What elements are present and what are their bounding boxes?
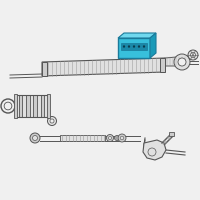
Circle shape (174, 54, 190, 70)
Circle shape (123, 46, 125, 47)
Polygon shape (14, 94, 16, 118)
Polygon shape (33, 95, 37, 117)
Polygon shape (41, 95, 44, 117)
Polygon shape (118, 38, 150, 58)
Circle shape (188, 50, 198, 60)
Polygon shape (118, 33, 156, 38)
Circle shape (50, 119, 54, 123)
Polygon shape (22, 95, 26, 117)
Circle shape (106, 134, 114, 142)
Polygon shape (30, 95, 33, 117)
Polygon shape (19, 95, 22, 117)
Circle shape (133, 46, 135, 47)
Circle shape (116, 137, 118, 139)
Circle shape (32, 136, 38, 140)
Circle shape (48, 116, 57, 126)
Circle shape (190, 52, 196, 58)
Polygon shape (160, 58, 165, 72)
Polygon shape (42, 62, 47, 76)
Circle shape (108, 136, 112, 140)
Circle shape (114, 136, 120, 140)
Polygon shape (169, 132, 174, 136)
Polygon shape (42, 58, 165, 76)
Circle shape (120, 136, 124, 140)
Polygon shape (15, 95, 19, 117)
Circle shape (143, 46, 145, 47)
Polygon shape (37, 95, 41, 117)
Polygon shape (44, 95, 48, 117)
Circle shape (128, 46, 130, 47)
Polygon shape (165, 56, 188, 66)
Polygon shape (60, 135, 105, 141)
Circle shape (178, 58, 186, 66)
Circle shape (30, 133, 40, 143)
Circle shape (138, 46, 140, 47)
Circle shape (118, 134, 126, 142)
Polygon shape (143, 140, 166, 160)
Polygon shape (46, 94, 50, 118)
Polygon shape (150, 33, 156, 58)
Polygon shape (121, 43, 147, 50)
Polygon shape (26, 95, 30, 117)
